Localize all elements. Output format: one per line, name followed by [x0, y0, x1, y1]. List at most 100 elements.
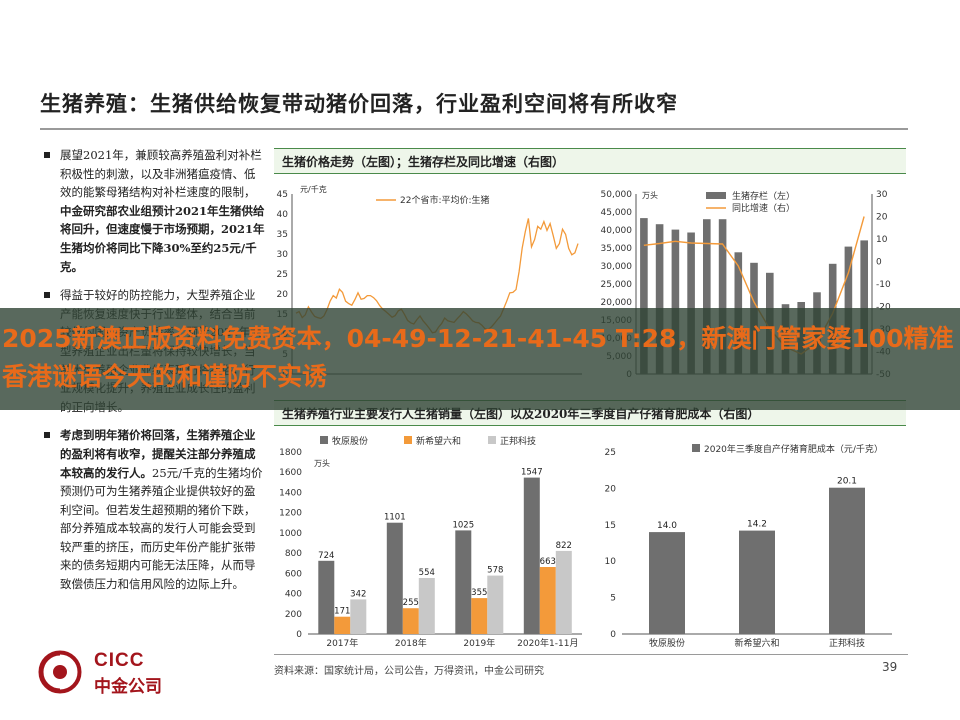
y-tick-label: 200	[285, 610, 302, 620]
sales-bar	[471, 598, 488, 634]
inventory-bar	[703, 219, 711, 374]
overlay-banner-text: 2025新澳正版资料免费资本，04-49-12-21-41-45 T:28，新澳…	[2, 324, 954, 391]
cost-bar-value: 14.2	[747, 520, 767, 530]
panel-1-header: 生猪价格走势（左图）；生猪存栏及同比增速（右图）	[274, 148, 906, 174]
y-tick-label: 15	[605, 521, 616, 531]
sales-bar-value: 171	[334, 607, 350, 617]
y-tick-label: 1800	[279, 448, 302, 458]
bullet-3-text-a: 考虑到明年猪价将回落，生猪养殖企业的盈利将有收窄，提醒关注部分养殖成本较高的发行…	[60, 428, 256, 480]
y-tick-label: 40	[277, 210, 289, 220]
page-number: 39	[882, 660, 898, 674]
inventory-bar	[671, 229, 680, 374]
legend-label-inventory: 生猪存栏（左）	[732, 190, 795, 202]
inventory-bar	[860, 240, 868, 374]
y-tick-label: 20	[277, 290, 289, 300]
x-category-label: 2017年	[326, 637, 358, 649]
legend-swatch-1	[404, 436, 412, 444]
y-right-tick-label: -10	[876, 280, 891, 290]
bullet-1: 展望2021年，兼顾较高养殖盈利对补栏积极性的刺激，以及非洲猪瘟疫情、低效的能繁…	[44, 146, 266, 276]
sales-bar-value: 255	[403, 598, 419, 608]
y-right-tick-label: 10	[876, 235, 888, 245]
y-tick-label: 45	[277, 190, 288, 200]
footer-divider	[274, 654, 908, 655]
logo-en-text: CICC	[94, 650, 145, 671]
x-category-label: 牧原股份	[649, 637, 685, 649]
y-tick-label: 400	[285, 590, 302, 600]
cicc-logo: CICC 中金公司	[38, 650, 178, 697]
inventory-bar	[655, 224, 664, 374]
y-tick-label: 35	[277, 230, 288, 240]
pig-sales-chart: 0 200 400 600 800 1000 1200 1400 1600 1800 万头 牧原股份 新…	[279, 435, 582, 649]
cicc-logo-icon	[38, 650, 82, 694]
y-tick-label: 0	[610, 630, 616, 640]
y-left-tick-label: 30,000	[601, 262, 633, 272]
bullet-3-text-b: 25元/千克的生猪均价预测仍可为生猪养殖企业提供较好的盈利空间。但若发生超预期的…	[60, 465, 263, 592]
title-divider	[40, 128, 908, 130]
source-note: 资料来源：国家统计局，公司公告，万得资讯，中金公司研究	[274, 666, 544, 677]
logo-cn-text: 中金公司	[94, 677, 162, 697]
legend-swatch-inventory	[706, 192, 726, 199]
x-category-label: 正邦科技	[829, 637, 865, 649]
sales-bar-value: 578	[487, 566, 503, 576]
sales-bar	[455, 530, 472, 634]
x-category-label: 2019年	[463, 637, 495, 649]
legend-label-0: 牧原股份	[332, 435, 368, 447]
y-tick-label: 5	[610, 594, 616, 604]
y-tick-label: 20	[605, 484, 617, 494]
sales-bar-value: 554	[419, 568, 435, 578]
sales-bar	[334, 616, 351, 634]
sales-bar	[386, 522, 403, 634]
sales-bar	[402, 608, 419, 634]
y-tick-label: 800	[285, 549, 302, 559]
inventory-bar	[718, 219, 727, 374]
y-left-tick-label: 25,000	[601, 280, 633, 290]
cost-bar-value: 20.1	[837, 477, 857, 487]
y-left-tick-label: 50,000	[601, 190, 633, 200]
y-tick-label: 1200	[279, 509, 302, 519]
x-category-label: 2018年	[395, 637, 427, 649]
sales-bar	[523, 477, 540, 634]
sales-bar-value: 342	[350, 589, 366, 599]
bullet-1-text-b: 中金研究部农业组预计2021年生猪供给将回升，但速度慢于市场预期，2021年生猪…	[60, 203, 265, 274]
y-tick-label: 1400	[279, 488, 302, 498]
legend-label-price: 22个省市:平均价:生猪	[400, 194, 490, 206]
y-right-tick-label: 20	[876, 213, 888, 223]
pig-cost-chart: 0 5 10 15 20 25 2020年三季度自产仔猪育肥成本（元/千克） 14.0 牧原股份…	[605, 443, 892, 649]
y-axis-unit: 万头	[642, 190, 658, 200]
cost-bar	[829, 487, 865, 634]
y-tick-label: 1600	[279, 468, 302, 478]
y-right-tick-label: 30	[876, 190, 888, 200]
sales-bar-value: 1025	[452, 520, 474, 530]
sales-bar-value: 1547	[521, 468, 543, 478]
inventory-bar	[687, 232, 695, 374]
legend-label-1: 新希望六和	[416, 435, 461, 447]
legend-label-cost: 2020年三季度自产仔猪育肥成本（元/千克）	[704, 443, 883, 455]
y-tick-label: 1000	[279, 529, 302, 539]
y-tick-label: 30	[277, 250, 289, 260]
page-title: 生猪养殖：生猪供给恢复带动猪价回落，行业盈利空间将有所收窄	[40, 91, 678, 116]
legend-swatch-cost	[692, 444, 700, 452]
legend-swatch-0	[320, 436, 328, 444]
y-left-tick-label: 45,000	[601, 208, 633, 218]
sales-bar	[318, 560, 335, 634]
bullet-3: 考虑到明年猪价将回落，生猪养殖企业的盈利将有收窄，提醒关注部分养殖成本较高的发行…	[44, 426, 266, 593]
sales-bar-value: 663	[540, 557, 556, 567]
y-right-tick-label: 0	[876, 258, 882, 268]
sales-bar-value: 355	[471, 588, 487, 598]
cost-bar	[739, 530, 775, 634]
x-category-label: 新希望六和	[734, 637, 779, 649]
sales-bar-value: 724	[318, 551, 334, 561]
sales-bar	[555, 550, 572, 634]
x-category-label: 2020年1-11月	[517, 637, 578, 649]
y-tick-label: 25	[605, 448, 616, 458]
y-tick-label: 25	[277, 270, 288, 280]
sales-bar-value: 822	[556, 541, 572, 551]
y-left-tick-label: 35,000	[601, 244, 633, 254]
sales-bar-value: 1101	[384, 513, 406, 523]
y-tick-label: 10	[605, 557, 617, 567]
y-left-tick-label: 20,000	[601, 298, 633, 308]
sales-bar	[539, 567, 556, 634]
overlay-banner: 2025新澳正版资料免费资本，04-49-12-21-41-45 T:28，新澳…	[0, 308, 960, 410]
y-axis-unit: 万头	[314, 458, 330, 468]
sales-bar	[487, 575, 504, 634]
